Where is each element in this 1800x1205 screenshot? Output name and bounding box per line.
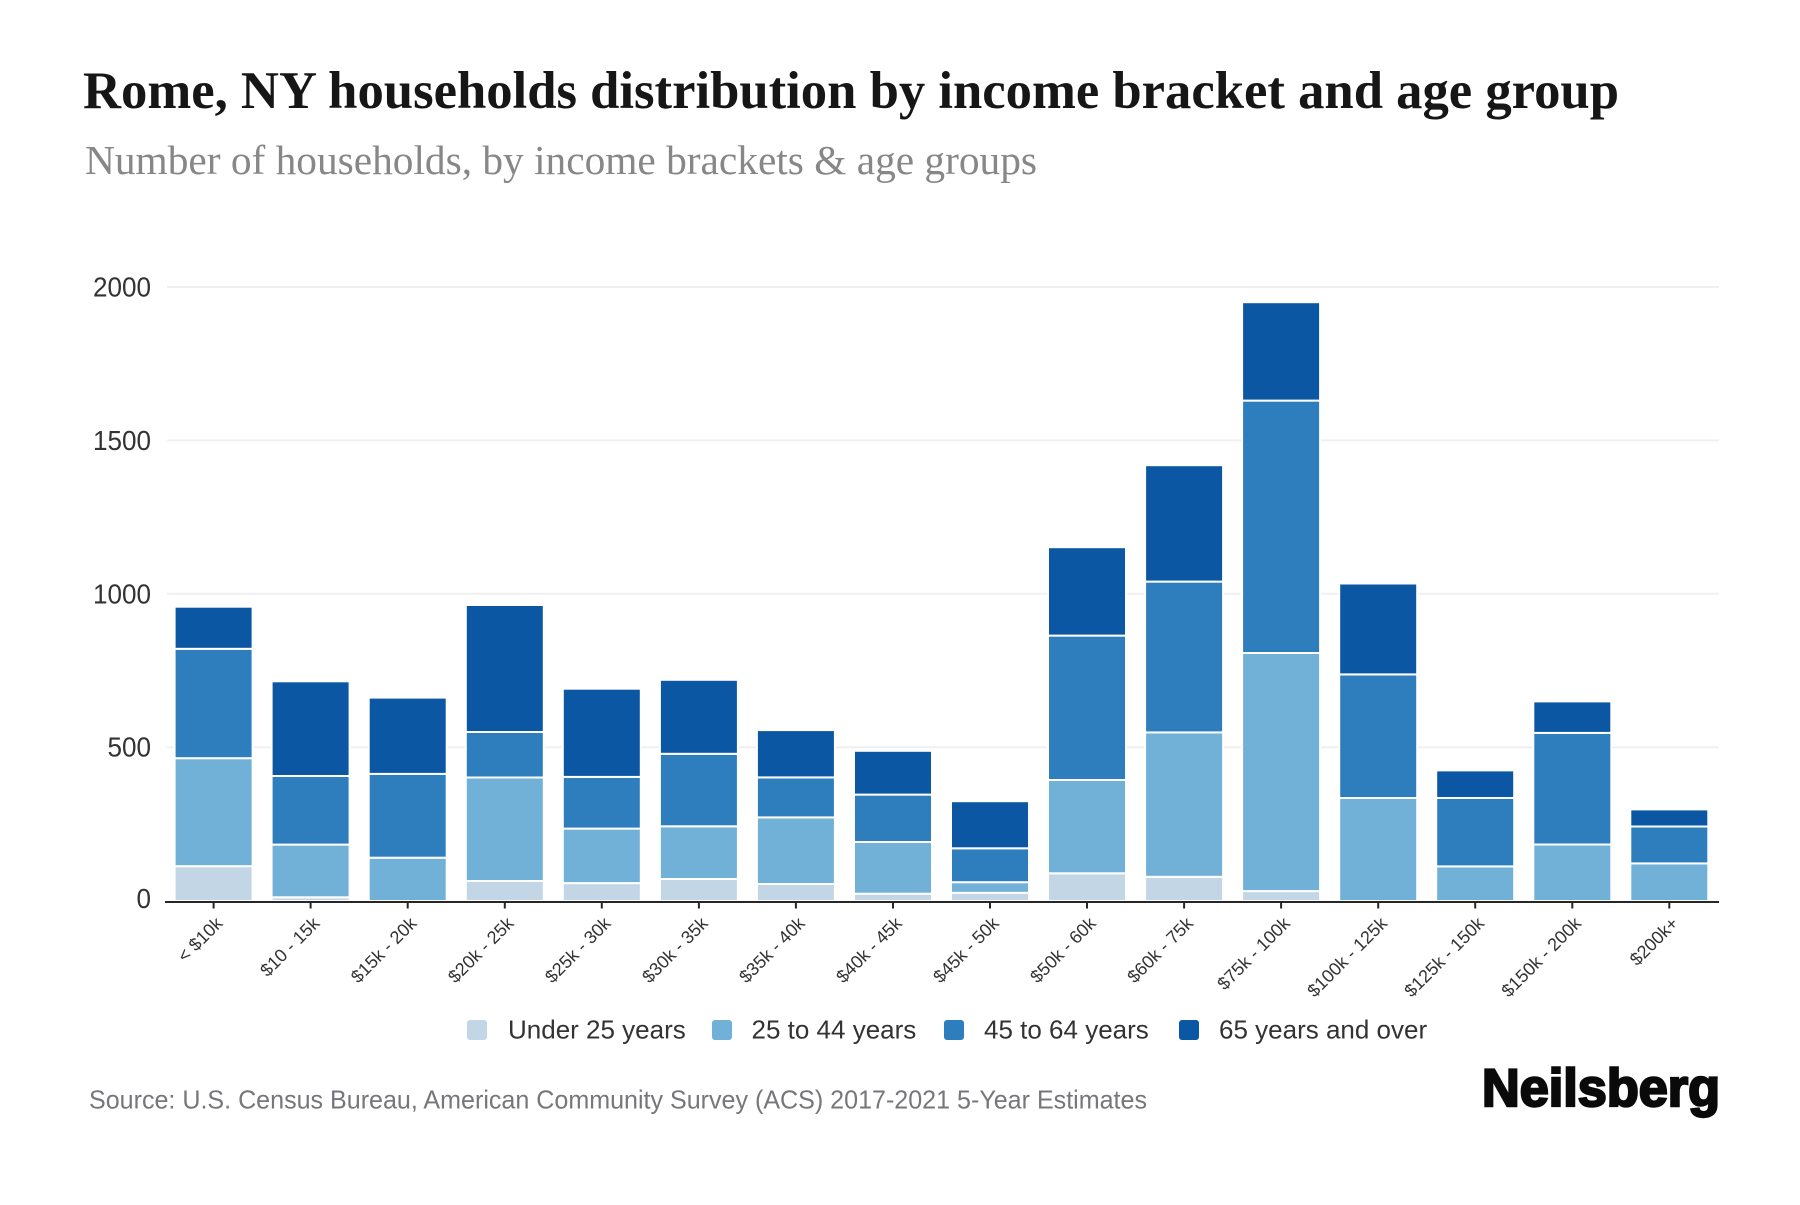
svg-text:Number of households, by incom: Number of households, by income brackets… — [85, 137, 1037, 183]
svg-text:45 to 64 years: 45 to 64 years — [984, 1015, 1149, 1045]
svg-text:500: 500 — [108, 732, 152, 763]
svg-text:Rome, NY households distributi: Rome, NY households distribution by inco… — [83, 62, 1619, 120]
svg-text:25 to 44 years: 25 to 44 years — [752, 1015, 917, 1045]
svg-text:1500: 1500 — [93, 425, 151, 456]
svg-text:65 years and over: 65 years and over — [1219, 1015, 1427, 1045]
svg-text:Neilsberg: Neilsberg — [1482, 1059, 1720, 1118]
svg-text:0: 0 — [137, 883, 152, 914]
svg-text:Source: U.S. Census Bureau, Am: Source: U.S. Census Bureau, American Com… — [89, 1085, 1147, 1115]
svg-text:2000: 2000 — [93, 272, 151, 303]
svg-text:1000: 1000 — [93, 578, 151, 609]
svg-text:Under 25 years: Under 25 years — [508, 1015, 686, 1045]
